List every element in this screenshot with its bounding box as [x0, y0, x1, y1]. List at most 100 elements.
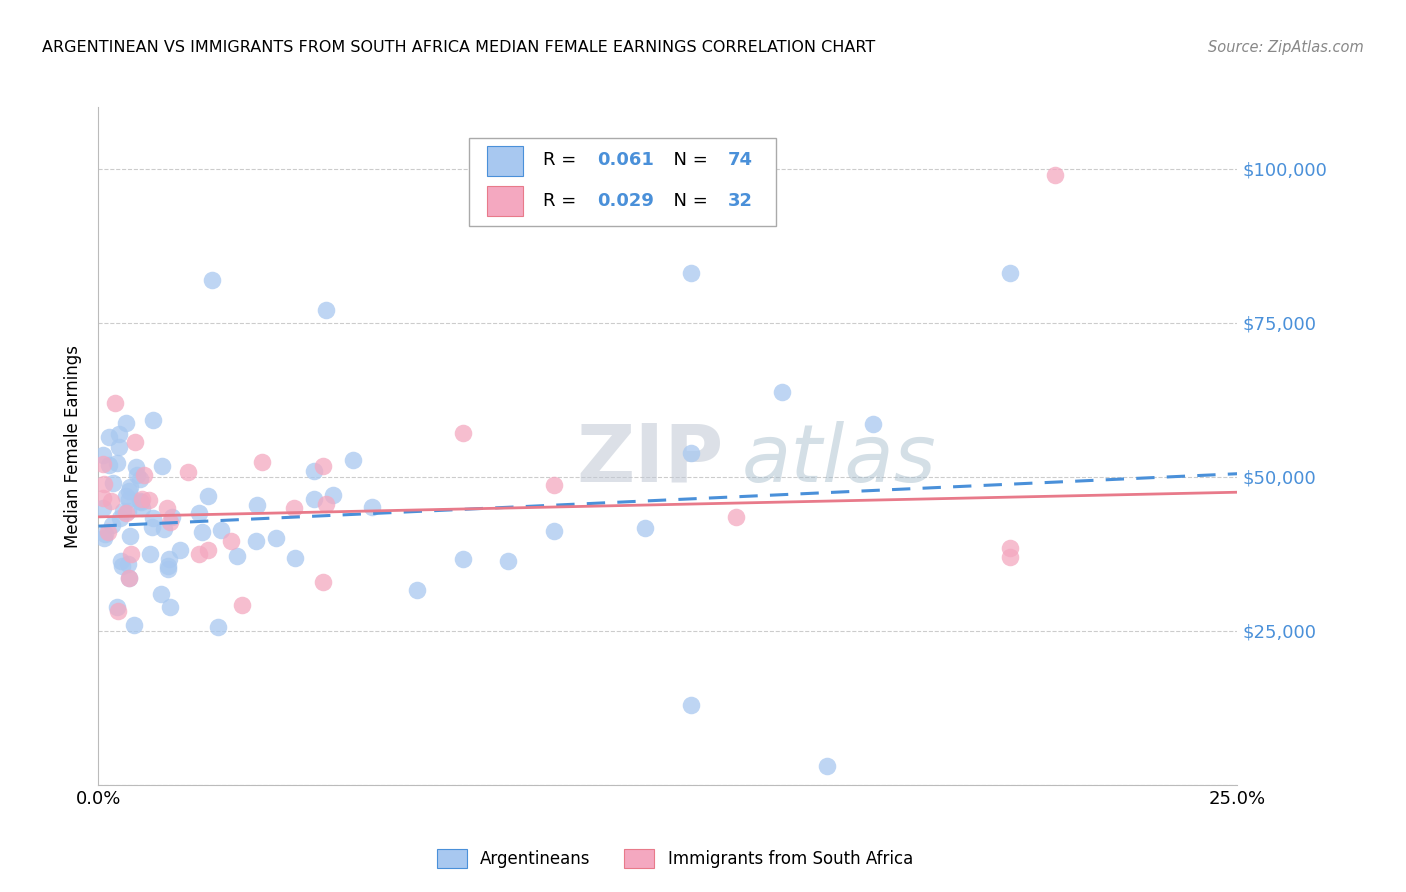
Point	[201, 272, 224, 286]
Point	[118, 529, 141, 543]
Point	[197, 490, 219, 504]
Point	[451, 552, 474, 566]
Point	[209, 523, 232, 537]
Point	[322, 488, 344, 502]
Point	[998, 267, 1021, 281]
Point	[998, 549, 1021, 564]
Text: 0.061: 0.061	[598, 151, 654, 169]
Point	[132, 468, 155, 483]
Text: 74: 74	[728, 151, 754, 169]
Text: R =: R =	[543, 151, 582, 169]
Point	[91, 491, 114, 506]
Point	[156, 500, 179, 515]
Point	[124, 460, 146, 475]
Point	[142, 413, 165, 427]
Point	[252, 455, 274, 469]
Point	[107, 456, 129, 470]
Point	[118, 571, 141, 585]
Point	[197, 542, 219, 557]
Point	[342, 452, 364, 467]
Point	[139, 547, 162, 561]
Text: R =: R =	[543, 192, 582, 210]
Point	[245, 498, 267, 512]
Point	[245, 533, 267, 548]
Point	[284, 550, 307, 565]
Point	[543, 524, 565, 538]
Point	[115, 416, 138, 430]
FancyBboxPatch shape	[486, 186, 523, 216]
Point	[157, 552, 180, 566]
Point	[107, 604, 129, 618]
Point	[110, 554, 132, 568]
Point	[315, 497, 337, 511]
Point	[108, 427, 131, 442]
Point	[543, 477, 565, 491]
FancyBboxPatch shape	[468, 137, 776, 226]
Y-axis label: Median Female Earnings: Median Female Earnings	[65, 344, 83, 548]
Text: N =: N =	[662, 151, 714, 169]
Point	[101, 517, 124, 532]
Point	[117, 557, 139, 571]
Point	[187, 547, 209, 561]
Text: ZIP: ZIP	[576, 420, 724, 499]
Point	[160, 509, 183, 524]
Point	[111, 559, 134, 574]
Point	[138, 493, 160, 508]
Point	[149, 587, 172, 601]
Point	[128, 472, 150, 486]
Point	[207, 620, 229, 634]
Point	[141, 520, 163, 534]
Point	[315, 303, 337, 318]
Point	[111, 504, 134, 518]
Point	[157, 559, 180, 574]
Point	[91, 457, 114, 471]
Point	[770, 385, 793, 400]
Text: 32: 32	[728, 192, 754, 210]
Point	[93, 476, 115, 491]
Point	[679, 698, 702, 712]
Point	[231, 598, 253, 612]
Point	[104, 396, 127, 410]
Point	[97, 524, 120, 539]
Text: Source: ZipAtlas.com: Source: ZipAtlas.com	[1208, 40, 1364, 55]
Point	[998, 541, 1021, 555]
Point	[177, 466, 200, 480]
Point	[142, 510, 165, 524]
Point	[725, 510, 748, 524]
Point	[118, 492, 141, 507]
Point	[98, 430, 121, 444]
Point	[498, 554, 520, 568]
Text: 0.029: 0.029	[598, 192, 654, 210]
Point	[131, 494, 153, 508]
Point	[114, 489, 136, 503]
Point	[117, 504, 139, 518]
Point	[108, 440, 131, 454]
Point	[264, 531, 287, 545]
Legend: Argentineans, Immigrants from South Africa: Argentineans, Immigrants from South Afri…	[430, 842, 920, 875]
Point	[93, 531, 115, 545]
Point	[312, 574, 335, 589]
Point	[1043, 168, 1066, 182]
Point	[451, 425, 474, 440]
Point	[304, 491, 326, 506]
Point	[91, 500, 114, 515]
Point	[124, 434, 146, 449]
Point	[862, 417, 884, 431]
Point	[159, 600, 181, 615]
Point	[226, 549, 249, 564]
Point	[159, 515, 181, 529]
Point	[101, 475, 124, 490]
Point	[283, 500, 305, 515]
Point	[679, 267, 702, 281]
Point	[94, 526, 117, 541]
Point	[98, 458, 121, 472]
Point	[156, 562, 179, 576]
Point	[118, 483, 141, 498]
Point	[91, 448, 114, 462]
Point	[122, 618, 145, 632]
Point	[191, 524, 214, 539]
Point	[131, 500, 153, 515]
Point	[406, 582, 429, 597]
Text: ARGENTINEAN VS IMMIGRANTS FROM SOUTH AFRICA MEDIAN FEMALE EARNINGS CORRELATION C: ARGENTINEAN VS IMMIGRANTS FROM SOUTH AFR…	[42, 40, 876, 55]
Point	[312, 458, 335, 473]
